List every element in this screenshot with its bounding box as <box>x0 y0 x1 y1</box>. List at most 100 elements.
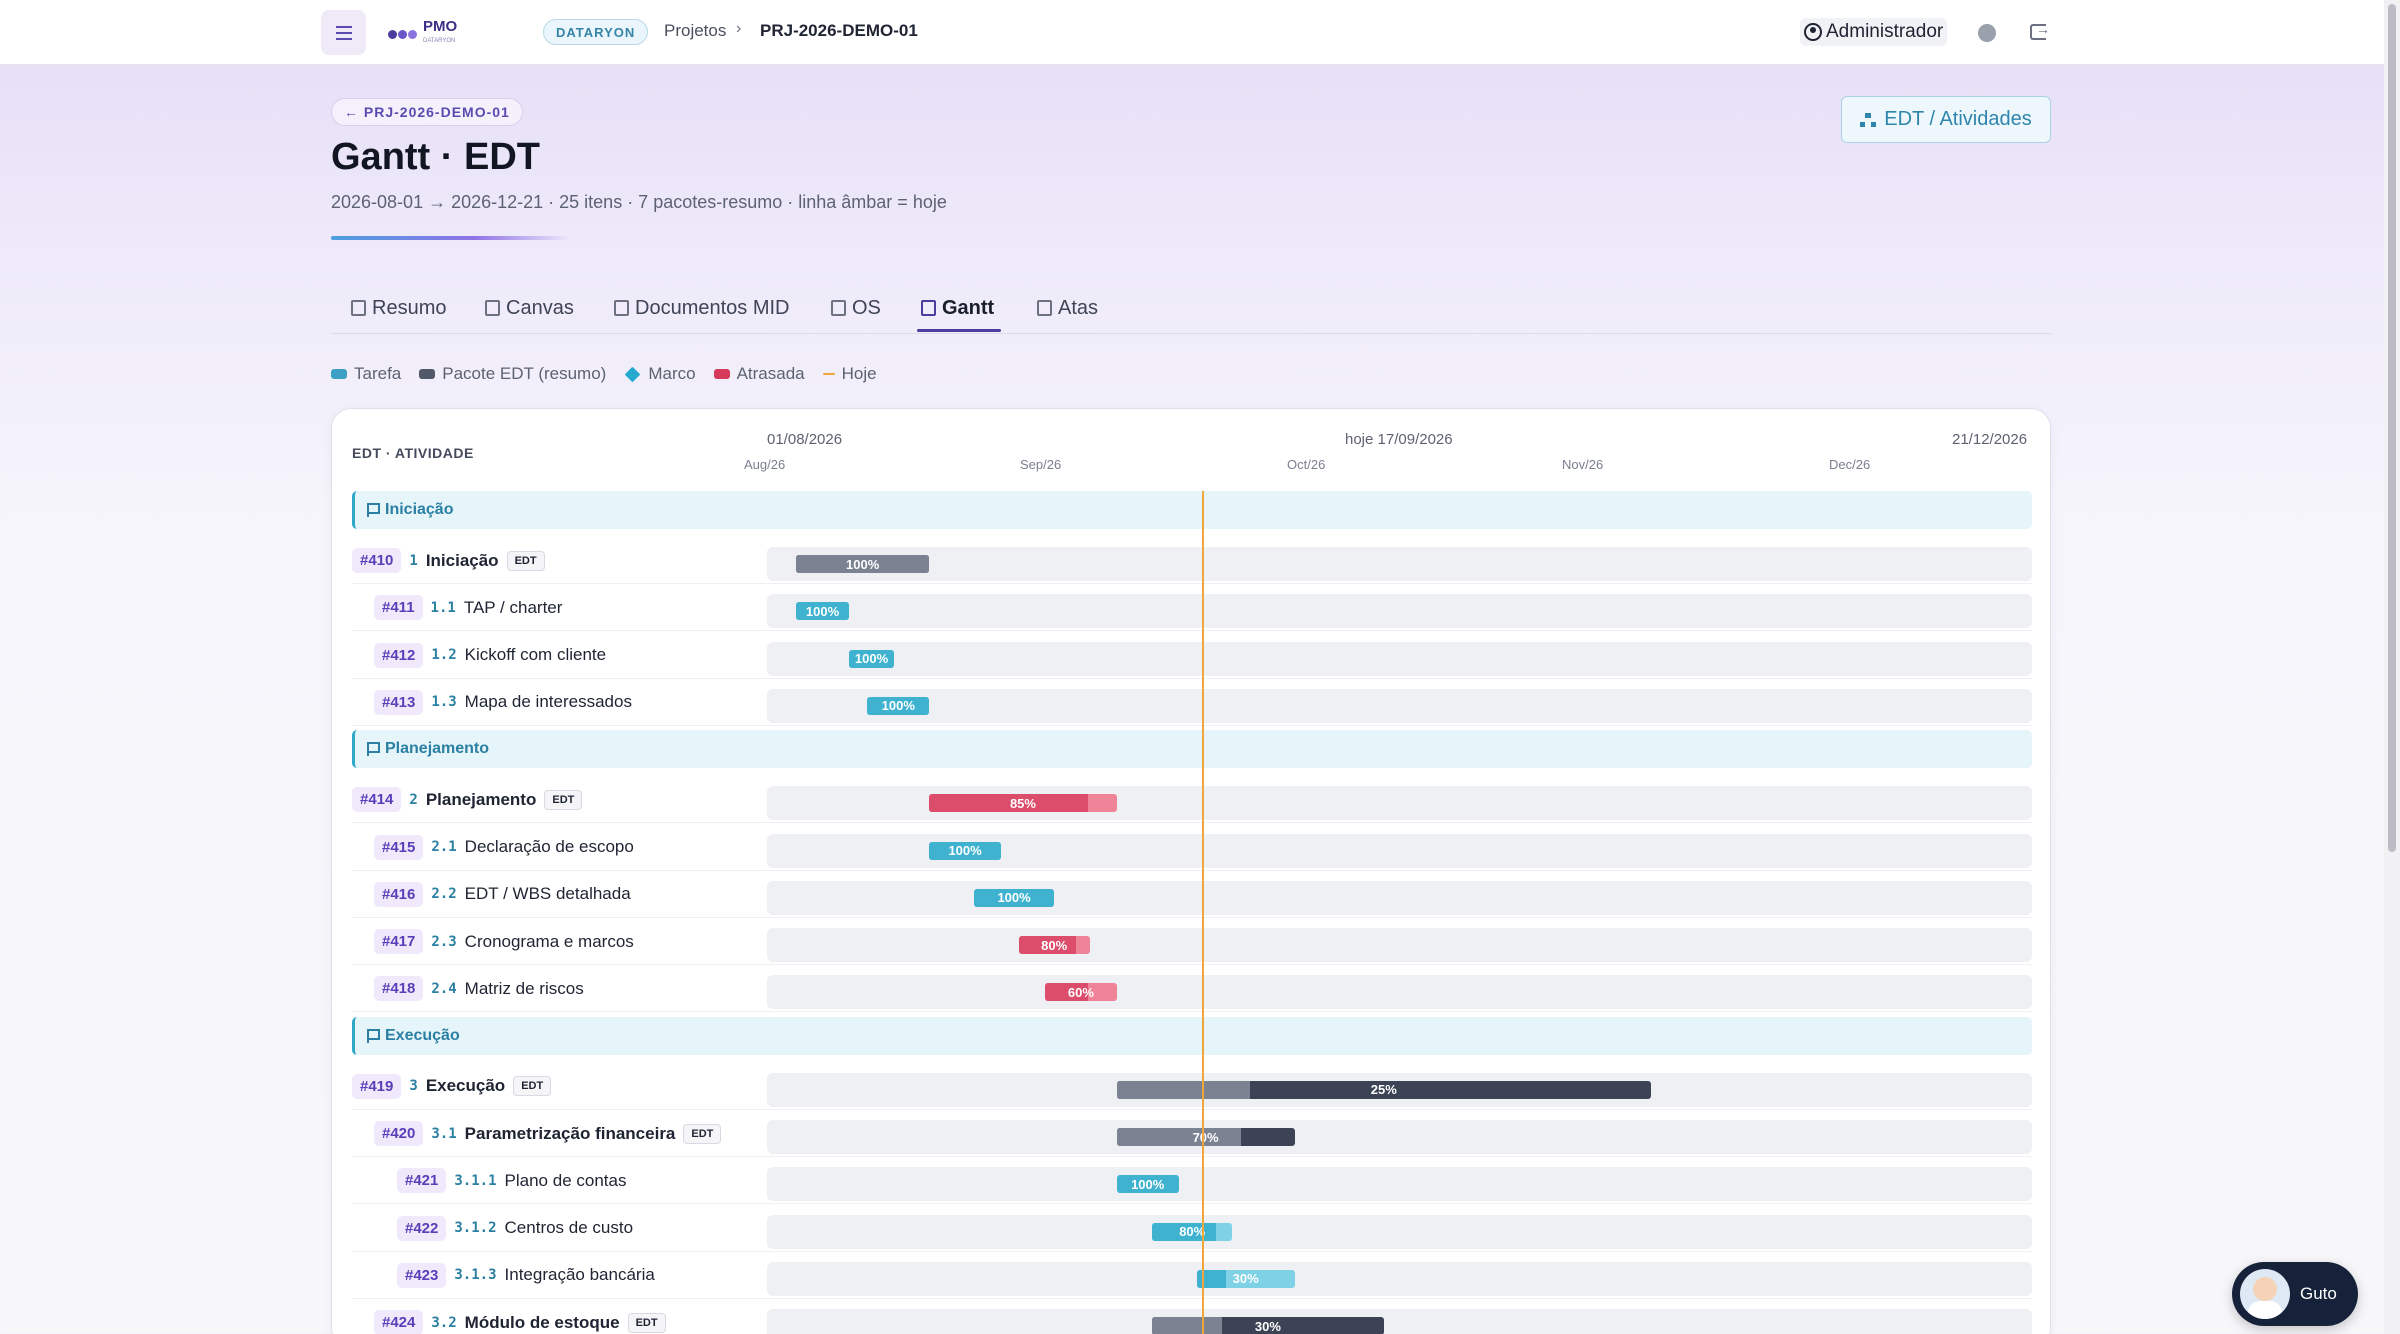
progress-fill <box>1018 936 1076 955</box>
tab-resumo[interactable]: Resumo <box>351 294 446 322</box>
gantt-row[interactable]: #418 2.4 Matriz de riscos 60% <box>352 965 2032 1013</box>
progress-label: 85% <box>1009 795 1036 811</box>
gantt-row[interactable]: #421 3.1.1 Plano de contas 100% <box>352 1157 2032 1205</box>
item-id-badge[interactable]: #420 <box>374 1121 424 1146</box>
phase-header[interactable]: Iniciação <box>352 491 2032 529</box>
task-bar[interactable]: 100% <box>795 602 850 621</box>
gantt-row[interactable]: #414 2 Planejamento EDT 85% <box>352 776 2032 824</box>
package-swatch <box>419 369 436 379</box>
row-label: #414 2 Planejamento EDT <box>352 776 583 823</box>
gantt-row[interactable]: #419 3 Execução EDT 25% <box>352 1063 2032 1110</box>
user-menu[interactable]: Administrador <box>1800 18 1948 46</box>
phase-header[interactable]: Planejamento <box>352 730 2032 769</box>
edt-tag: EDT <box>544 789 583 810</box>
row-label: #410 1 Iniciação EDT <box>352 537 545 584</box>
task-bar[interactable]: 100% <box>929 841 1001 860</box>
task-bar[interactable]: 100% <box>867 696 930 715</box>
package-bar[interactable]: 100% <box>795 555 930 573</box>
progress-fill <box>929 794 1089 813</box>
item-id-badge[interactable]: #423 <box>397 1262 447 1288</box>
gantt-row[interactable]: #412 1.2 Kickoff com cliente 100% <box>352 632 2032 679</box>
item-id-badge[interactable]: #417 <box>374 929 424 955</box>
package-bar[interactable]: 70% <box>1116 1128 1295 1146</box>
gantt-row[interactable]: #415 2.1 Declaração de escopo 100% <box>352 824 2032 871</box>
gantt-row[interactable]: #420 3.1 Parametrização financeira EDT 70% <box>352 1110 2032 1157</box>
item-id-badge[interactable]: #424 <box>374 1310 424 1334</box>
gantt-row[interactable]: #423 3.1.3 Integração bancária 30% <box>352 1252 2032 1299</box>
edt-activities-button[interactable]: EDT / Atividades <box>1841 96 2051 143</box>
task-bar[interactable]: 30% <box>1196 1269 1295 1288</box>
package-bar[interactable]: 30% <box>1152 1317 1384 1334</box>
task-swatch <box>331 369 347 379</box>
timeline-track: 60% <box>767 975 2032 1010</box>
gantt-row[interactable]: #417 2.3 Cronograma e marcos 80% <box>352 918 2032 966</box>
phase-header[interactable]: Execução <box>352 1016 2032 1055</box>
tab-atas[interactable]: Atas <box>1037 294 1098 322</box>
progress-label: 100% <box>997 890 1031 906</box>
logo-subtext: DATARYON <box>423 38 456 44</box>
legend-label: Hoje <box>841 364 877 383</box>
late-task-bar[interactable]: 60% <box>1045 983 1117 1002</box>
task-bar[interactable]: 100% <box>1116 1175 1179 1194</box>
menu-button[interactable] <box>321 10 366 55</box>
progress-label: 60% <box>1067 984 1094 1000</box>
package-bar[interactable]: 25% <box>1116 1080 1652 1099</box>
gantt-row[interactable]: #410 1 Iniciação EDT 100% <box>352 537 2032 584</box>
app-logo[interactable]: PMO DATARYON <box>388 18 458 48</box>
gantt-row[interactable]: #424 3.2 Módulo de estoque EDT 30% <box>352 1299 2032 1334</box>
progress-label: 100% <box>854 651 889 667</box>
gantt-row[interactable]: #422 3.1.2 Centros de custo 80% <box>352 1205 2032 1252</box>
tab-os[interactable]: OS <box>831 294 881 322</box>
tab-canvas[interactable]: Canvas <box>485 294 574 322</box>
page-scrollbar[interactable] <box>2384 0 2400 1334</box>
item-id-badge[interactable]: #415 <box>374 834 424 860</box>
tab-gantt[interactable]: Gantt <box>921 294 994 322</box>
tab-label: Canvas <box>506 296 574 319</box>
assistant-button[interactable]: Guto <box>2232 1262 2358 1326</box>
gantt-row[interactable]: #411 1.1 TAP / charter 100% <box>352 584 2032 632</box>
legend-task: Tarefa <box>331 364 401 384</box>
logout-icon[interactable] <box>2030 21 2050 40</box>
tab-label: Resumo <box>372 296 447 319</box>
gantt-card: EDT · ATIVIDADE 01/08/2026 hoje 17/09/20… <box>331 408 2051 1334</box>
wbs-code: 1 <box>409 552 418 569</box>
title-underline <box>331 236 571 240</box>
gantt-row[interactable]: #416 2.2 EDT / WBS detalhada 100% <box>352 871 2032 918</box>
page-title: Gantt · EDT <box>331 136 540 178</box>
task-bar[interactable]: 80% <box>1152 1222 1233 1241</box>
item-id-badge[interactable]: #411 <box>374 595 423 621</box>
item-id-badge[interactable]: #421 <box>397 1168 447 1194</box>
globe-icon[interactable] <box>1978 24 1996 42</box>
today-swatch <box>822 373 835 375</box>
gantt-row[interactable]: #413 1.3 Mapa de interessados 100% <box>352 679 2032 726</box>
item-id-badge[interactable]: #414 <box>352 787 402 813</box>
assistant-name: Guto <box>2300 1284 2337 1303</box>
item-id-badge[interactable]: #419 <box>352 1073 402 1099</box>
back-to-project-button[interactable]: ← PRJ-2026-DEMO-01 <box>331 98 523 126</box>
legend-package: Pacote EDT (resumo) <box>419 364 606 384</box>
scrollbar-thumb[interactable] <box>2388 4 2396 852</box>
item-id-badge[interactable]: #418 <box>374 976 424 1002</box>
phase-name: Iniciação <box>385 501 454 518</box>
activity-name: Módulo de estoque <box>464 1312 620 1332</box>
activity-name: Integração bancária <box>504 1265 655 1285</box>
item-id-badge[interactable]: #422 <box>397 1215 447 1241</box>
progress-fill <box>1116 1175 1179 1194</box>
logo-text: PMO <box>423 18 458 35</box>
progress-fill <box>929 841 1001 860</box>
late-task-bar[interactable]: 85% <box>929 794 1117 813</box>
notes-icon <box>1037 300 1052 316</box>
late-task-bar[interactable]: 80% <box>1018 936 1090 955</box>
phase-name: Execução <box>385 1026 460 1044</box>
item-id-badge[interactable]: #412 <box>374 642 424 668</box>
item-id-badge[interactable]: #410 <box>352 548 402 573</box>
timeline-track: 100% <box>767 547 2032 581</box>
task-bar[interactable]: 100% <box>849 649 894 668</box>
task-bar[interactable]: 100% <box>973 888 1055 907</box>
item-id-badge[interactable]: #413 <box>374 689 424 715</box>
wbs-code: 2.1 <box>431 839 457 855</box>
breadcrumb-projects[interactable]: Projetos <box>664 21 727 40</box>
today-line <box>1202 491 1204 1334</box>
item-id-badge[interactable]: #416 <box>374 881 424 907</box>
tab-documentos-mid[interactable]: Documentos MID <box>614 294 790 322</box>
